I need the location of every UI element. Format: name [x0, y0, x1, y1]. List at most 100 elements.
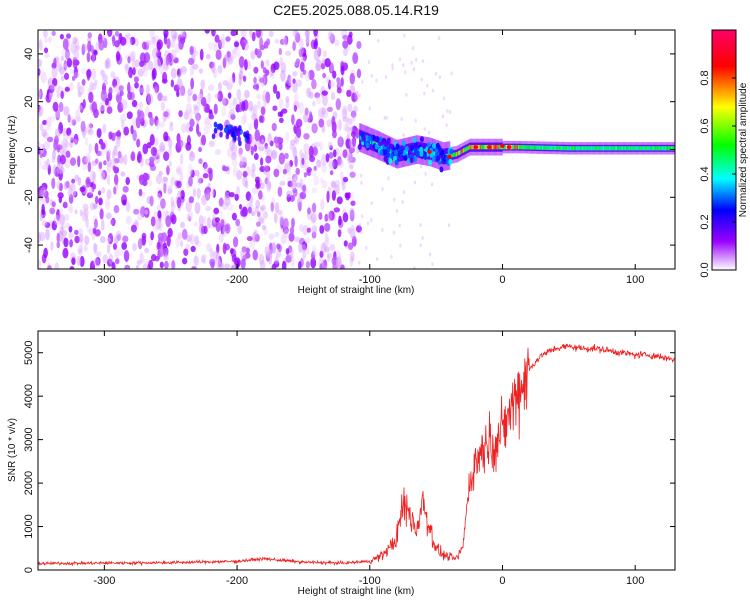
heatmap-cell [58, 196, 62, 204]
heatmap-cell [198, 93, 203, 101]
heatmap-cell [349, 171, 356, 178]
heatmap-cell [192, 188, 197, 198]
heatmap-cell [320, 242, 327, 254]
heatmap-cell [221, 106, 227, 118]
heatmap-cell [450, 71, 453, 76]
heatmap-cell [410, 60, 413, 65]
heatmap-cell [148, 259, 154, 269]
heatmap-cell [94, 218, 98, 229]
signal-core [568, 146, 570, 151]
heatmap-cell [101, 142, 106, 150]
heatmap-cell [434, 71, 438, 76]
heatmap-cell [94, 195, 99, 205]
heatmap-cell [143, 62, 151, 71]
heatmap-cell [201, 253, 208, 260]
heatmap-cell [398, 57, 402, 62]
heatmap-cell [112, 78, 118, 88]
heatmap-cell [54, 166, 60, 178]
heatmap-cell [341, 180, 346, 191]
heatmap-cell [106, 150, 110, 163]
heatmap-cell [252, 249, 258, 261]
heatmap-cell [151, 47, 158, 59]
heatmap-cell [403, 33, 406, 38]
heatmap-cell [120, 171, 126, 177]
heatmap-cell [301, 157, 305, 166]
heatmap-cell [168, 147, 172, 157]
heatmap-cell [151, 36, 156, 45]
heatmap-cell [349, 138, 357, 150]
heatmap-cell [88, 91, 94, 103]
heatmap-cell [54, 128, 61, 138]
heatmap-cell [55, 83, 60, 95]
heatmap-cell [370, 218, 373, 223]
heatmap-cell [113, 186, 117, 195]
heatmap-cell [329, 33, 336, 44]
heatmap-cell [198, 215, 204, 227]
heatmap-cell [63, 59, 68, 72]
signal-core [522, 145, 525, 150]
heatmap-cell [176, 165, 183, 176]
heatmap-cell [74, 117, 78, 125]
heatmap-cell [88, 143, 92, 154]
heatmap-cell [90, 82, 97, 91]
heatmap-cell [101, 219, 105, 232]
heatmap-cell [365, 245, 368, 250]
heatmap-cell [320, 177, 324, 184]
heatmap-cell [75, 44, 80, 51]
heatmap-cell [289, 160, 294, 168]
heatmap-cell [200, 224, 205, 236]
heatmap-cell [314, 92, 321, 99]
heatmap-cell [310, 216, 316, 225]
heatmap-cell [298, 260, 302, 269]
heatmap-cell [202, 258, 207, 265]
heatmap-cell [324, 232, 329, 243]
heatmap-cell [385, 116, 388, 121]
heatmap-cell [352, 52, 359, 64]
heatmap-cell [239, 155, 245, 166]
heatmap-cell [428, 252, 432, 257]
signal-core [638, 146, 641, 151]
heatmap-cell [258, 190, 263, 200]
heatmap-cell [215, 49, 222, 61]
signal-core [660, 146, 662, 151]
heatmap-cell [111, 261, 116, 269]
heatmap-cell [294, 60, 299, 67]
heatmap-cell [212, 68, 218, 79]
heatmap-cell [169, 125, 174, 132]
heatmap-cell [322, 240, 328, 250]
heatmap-cell [80, 120, 86, 133]
heatmap-cell [205, 205, 212, 212]
heatmap-cell [306, 167, 313, 174]
heatmap-cell [69, 183, 76, 191]
signal-mark [448, 158, 453, 165]
heatmap-cell [258, 145, 265, 152]
heatmap-cell [255, 199, 261, 209]
heatmap-cell [370, 201, 373, 206]
heatmap-cell [40, 71, 47, 84]
heatmap-cell [327, 31, 333, 41]
heatmap-cell [136, 138, 141, 148]
signal-mark [378, 136, 383, 143]
heatmap-cell [264, 145, 270, 153]
heatmap-cell [322, 72, 327, 79]
heatmap-cell [144, 207, 150, 219]
heatmap-cell [276, 243, 281, 250]
heatmap-cell [334, 39, 340, 47]
heatmap-cell [92, 203, 97, 210]
heatmap-cell [304, 30, 310, 38]
heatmap-cell [188, 210, 193, 221]
heatmap-cell [105, 197, 111, 210]
signal-core [646, 146, 649, 151]
heatmap-cell [197, 131, 202, 137]
heatmap-cell [331, 116, 336, 127]
heatmap-cell [176, 68, 181, 78]
heatmap-cell [277, 136, 281, 144]
heatmap-cell [106, 237, 111, 243]
heatmap-cell [51, 201, 56, 208]
heatmap-cell [142, 258, 149, 265]
heatmap-cell [94, 79, 98, 86]
signal-mark [379, 149, 384, 156]
heatmap-cell [298, 38, 304, 49]
signal-core [516, 144, 519, 150]
heatmap-cell [67, 186, 73, 198]
